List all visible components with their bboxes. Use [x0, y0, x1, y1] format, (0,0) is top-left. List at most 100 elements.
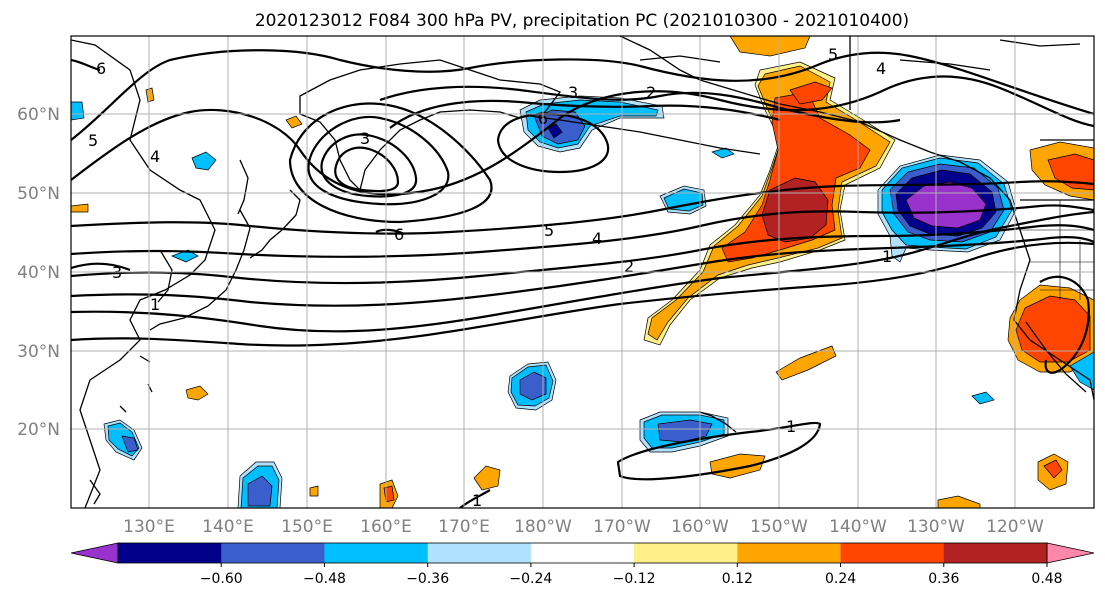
- colorbar-min-arrow: [70, 542, 119, 564]
- pv-contour-4-north: [71, 75, 1094, 196]
- colorbar-tick-label: 0.48: [1031, 571, 1062, 587]
- coast-aleutians: [529, 115, 761, 155]
- pos-region-blob-1: [775, 345, 837, 381]
- pv-contour-1: [71, 210, 1094, 333]
- pos-region-aleutian-top: [729, 36, 811, 57]
- colorbar-swatch: [221, 543, 325, 563]
- pv-contour-1-sw: [459, 489, 491, 508]
- pv-contour-3-low: [307, 115, 450, 206]
- pv-contour-3-low-inner2: [334, 146, 400, 193]
- map-frame: [70, 35, 1095, 509]
- contour-label: 1: [882, 247, 892, 266]
- neg-region-hawaii-core: [657, 419, 713, 443]
- contour-label: 5: [544, 221, 554, 240]
- lon-label: 130°E: [123, 517, 175, 537]
- pv-contour-1-south: [71, 241, 1094, 347]
- contour-label: 2: [646, 83, 656, 102]
- colorbar-tick-label: 0.12: [722, 571, 753, 587]
- contour-label: 1: [472, 491, 482, 510]
- pv-contour-5-north: [71, 49, 1094, 141]
- lon-label: 170°E: [438, 517, 490, 537]
- pv-contour-6-small: [375, 228, 405, 235]
- contour-label: 2: [624, 257, 634, 276]
- neg-region-small-3: [1069, 351, 1094, 391]
- lat-label: 60°N: [17, 105, 60, 125]
- colorbar: −0.60 −0.48 −0.36 −0.24 −0.12 0.12 0.24 0.36 0.4…: [70, 542, 1095, 587]
- colorbar-swatch: [427, 543, 532, 563]
- lon-label: 180°W: [514, 517, 572, 537]
- pos-region-blob-10: [285, 115, 303, 129]
- neg-region-bering-core: [547, 123, 563, 139]
- contour-label: 4: [150, 147, 160, 166]
- pos-region-ne-pacific-red: [721, 91, 871, 263]
- lon-label: 160°E: [360, 517, 412, 537]
- neg-region-small-1: [711, 147, 735, 159]
- colorbar-tick-label: 0.24: [825, 571, 856, 587]
- coast-asia-east: [71, 39, 216, 508]
- contour-label: 6: [394, 225, 404, 244]
- contour-label: 6: [96, 59, 106, 78]
- colorbar-swatch: [324, 543, 429, 563]
- map-panel: 6 5 4 3 1 3 3 2 6 5 4 5 4 2 1 6 1 1: [70, 35, 1095, 510]
- coast-kamchatka: [299, 59, 562, 192]
- colorbar-swatch: [840, 543, 945, 563]
- lon-label: 150°E: [281, 517, 333, 537]
- pos-region-blob-12: [71, 203, 89, 213]
- lat-label: 50°N: [17, 184, 60, 204]
- pv-contour-3-low-outer: [288, 102, 493, 224]
- colorbar-swatch: [943, 543, 1048, 563]
- colorbar-swatch: [118, 543, 222, 563]
- precip-shading: [71, 36, 1094, 508]
- pos-region-blob-7: [1043, 459, 1063, 479]
- coast-alaska: [619, 36, 1094, 401]
- coast-arctic: [639, 39, 1081, 71]
- neg-region-south-core: [247, 475, 273, 507]
- lon-label: 120°W: [986, 517, 1044, 537]
- pv-contour-us: [1039, 275, 1090, 374]
- colorbar-max-arrow: [1046, 542, 1095, 564]
- latitude-labels: 60°N 50°N 40°N 30°N 20°N: [17, 105, 60, 440]
- pv-contour-6-west: [71, 58, 101, 72]
- colorbar-tick-label: −0.36: [406, 571, 449, 587]
- contour-label: 5: [88, 131, 98, 150]
- neg-region-west-edge: [71, 101, 85, 121]
- lon-label: 150°W: [750, 517, 808, 537]
- map-title: 2020123012 F084 300 hPa PV, precipitatio…: [255, 11, 909, 31]
- colorbar-tick-label: −0.60: [200, 571, 243, 587]
- lon-label: 140°W: [829, 517, 887, 537]
- neg-region-okhotsk: [191, 151, 217, 171]
- coast-japan: [149, 209, 251, 331]
- pos-region-blob-13: [309, 485, 319, 497]
- colorbar-tick-label: −0.24: [509, 571, 552, 587]
- colorbar-swatch: [530, 543, 635, 563]
- pos-region-blob-3: [473, 465, 501, 491]
- contour-label: 1: [150, 295, 160, 314]
- pos-region-blob-8: [937, 495, 981, 508]
- pos-region-bering: [789, 81, 833, 105]
- lon-label: 160°W: [671, 517, 729, 537]
- gridlines: [71, 36, 1094, 508]
- pv-contour-4: [71, 204, 1094, 258]
- pv-contour-3-low-inner: [320, 133, 418, 198]
- pv-contour-2-ridge: [379, 85, 901, 124]
- colorbar-tick-label: −0.48: [303, 571, 346, 587]
- lon-label: 170°W: [593, 517, 651, 537]
- colorbar-swatch: [634, 543, 738, 563]
- colorbar-tick-label: 0.36: [928, 571, 959, 587]
- longitude-labels: 130°E 140°E 150°E 160°E 170°E 180°W 170°…: [123, 517, 1044, 537]
- coast-islands: [89, 355, 153, 505]
- coastlines: [71, 36, 1094, 508]
- coast-us-states: [1020, 200, 1094, 300]
- coast-hawaii: [699, 411, 737, 433]
- lat-label: 40°N: [17, 263, 60, 283]
- lat-label: 20°N: [17, 420, 60, 440]
- colorbar-frame: [117, 542, 1048, 564]
- coast-baja: [1025, 321, 1087, 393]
- contour-label: 4: [592, 229, 602, 248]
- pv-contour-1-loop: [616, 421, 822, 481]
- contour-label: 3: [360, 129, 370, 148]
- neg-region-midpac-core: [519, 371, 547, 401]
- pv-contour-5: [71, 180, 1094, 235]
- pos-region-blob-11: [145, 87, 155, 103]
